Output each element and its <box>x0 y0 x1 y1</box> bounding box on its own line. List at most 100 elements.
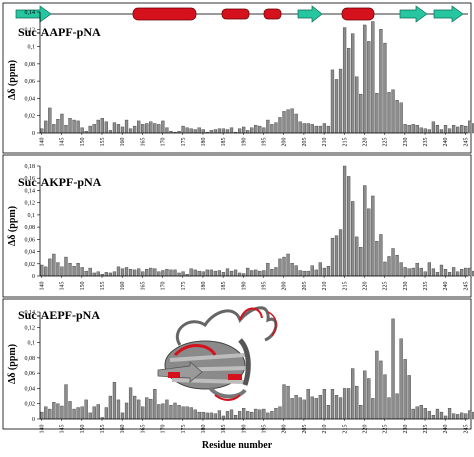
y-tick-label: 0,1 <box>28 213 36 219</box>
bar <box>185 406 189 420</box>
bar <box>205 412 209 420</box>
bar <box>52 402 56 420</box>
bar <box>314 269 318 277</box>
bar <box>306 389 310 420</box>
bar <box>48 258 52 277</box>
bar <box>80 127 84 134</box>
x-tick-label: 220 <box>362 138 368 147</box>
y-axis-label: Δδ (ppm) <box>7 206 18 246</box>
bar <box>443 125 448 134</box>
bar <box>456 414 460 420</box>
bar <box>407 375 411 420</box>
bar <box>306 123 310 134</box>
x-tick-label: 155 <box>100 425 106 434</box>
bar <box>290 108 294 134</box>
bar <box>124 402 129 420</box>
bar <box>100 118 104 134</box>
bar <box>137 120 141 134</box>
y-tick-label: 0,02 <box>25 114 36 120</box>
bar <box>274 408 278 420</box>
bar <box>181 125 185 134</box>
bar <box>342 165 347 277</box>
bar <box>302 123 306 134</box>
x-tick-label: 215 <box>342 282 348 291</box>
bar <box>375 350 379 420</box>
y-tick-label: 0,08 <box>25 62 36 68</box>
bar <box>282 111 286 134</box>
bar <box>137 399 141 420</box>
x-tick-label: 215 <box>342 425 348 434</box>
bar <box>334 395 339 420</box>
bar <box>427 262 432 277</box>
bar <box>278 258 282 277</box>
bar <box>391 318 395 420</box>
bar <box>294 265 298 277</box>
bar <box>286 253 290 277</box>
x-tick-label: 155 <box>100 138 106 147</box>
bar <box>447 408 452 420</box>
x-tick-label: 245 <box>463 425 469 434</box>
bar <box>427 411 432 420</box>
x-tick-label: 210 <box>322 282 328 291</box>
bar <box>173 269 177 277</box>
bar <box>233 269 238 277</box>
x-tick-label: 185 <box>221 282 227 291</box>
bar <box>120 126 125 134</box>
y-tick-label: 0,06 <box>25 237 36 243</box>
bar <box>415 406 419 420</box>
bar <box>435 408 440 420</box>
x-tick-label: 245 <box>463 138 469 147</box>
bar <box>120 268 125 277</box>
bar <box>201 271 205 277</box>
bar <box>104 407 108 420</box>
x-tick-label: 220 <box>362 425 368 434</box>
bar <box>181 271 185 277</box>
bar <box>165 127 169 134</box>
bar <box>141 271 145 277</box>
bar <box>403 124 407 134</box>
bar <box>351 33 355 134</box>
bar <box>302 270 306 277</box>
x-tick-label: 140 <box>39 425 45 434</box>
bar <box>407 268 411 277</box>
panel-2: Suc-AKPF-pNA Δδ (ppm) 00,020,040,060,080… <box>2 154 474 298</box>
bar <box>52 253 56 277</box>
bar <box>387 256 391 277</box>
bar <box>88 125 92 134</box>
panel-frame <box>2 298 472 430</box>
x-tick-label: 170 <box>161 425 167 434</box>
bar <box>205 269 209 277</box>
bar <box>72 266 76 277</box>
bar <box>112 122 117 134</box>
bar <box>460 412 464 420</box>
bar <box>193 129 197 134</box>
bar <box>246 267 250 277</box>
bar <box>250 270 254 277</box>
bar <box>96 271 100 277</box>
bar <box>314 398 318 420</box>
bar <box>278 406 282 420</box>
bar <box>338 397 343 420</box>
bar <box>371 21 375 134</box>
x-tick-label: 145 <box>60 282 66 291</box>
bar <box>40 128 44 134</box>
bar <box>464 267 468 277</box>
x-tick-label: 200 <box>282 425 288 434</box>
x-tick-label: 210 <box>322 138 328 147</box>
bar <box>76 262 80 277</box>
bar <box>318 262 322 277</box>
x-tick-label: 150 <box>80 138 86 147</box>
x-tick-label: 220 <box>362 282 368 291</box>
bar <box>72 119 76 134</box>
bar <box>48 408 52 420</box>
bar <box>334 79 339 134</box>
bar <box>322 389 327 420</box>
x-tick-label: 240 <box>443 138 449 147</box>
x-tick-label: 175 <box>181 425 187 434</box>
bar <box>84 270 88 277</box>
bar <box>137 268 141 277</box>
helix-bar <box>263 8 282 20</box>
strand-arrow <box>297 5 323 23</box>
bar <box>359 247 363 277</box>
bar <box>326 405 331 420</box>
